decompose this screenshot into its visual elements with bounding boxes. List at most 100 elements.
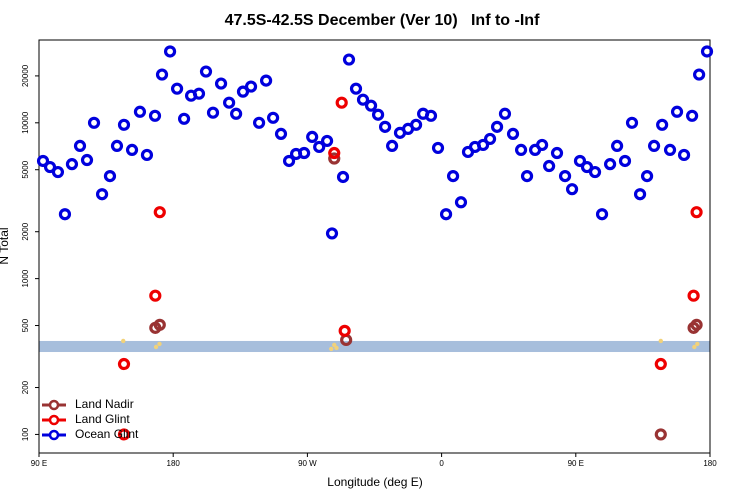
- x-tick-label: 180: [703, 459, 717, 468]
- point: [410, 118, 423, 131]
- point: [647, 139, 661, 152]
- point: [439, 208, 453, 221]
- y-tick-label: 200: [21, 380, 30, 394]
- point: [153, 318, 166, 331]
- point: [117, 118, 131, 131]
- legend-marker: [48, 414, 60, 426]
- point: [603, 158, 617, 171]
- point: [140, 148, 154, 162]
- point: [543, 159, 556, 173]
- small-point: [334, 345, 339, 351]
- point: [148, 109, 162, 122]
- x-tick-label: 90 E: [568, 459, 584, 468]
- point: [349, 82, 363, 95]
- point: [336, 170, 350, 184]
- point: [133, 105, 147, 118]
- point: [206, 106, 220, 119]
- point: [687, 289, 700, 302]
- point: [690, 206, 703, 219]
- point: [117, 357, 131, 371]
- point: [170, 82, 184, 95]
- point: [338, 324, 351, 337]
- point: [320, 134, 334, 148]
- point: [686, 109, 699, 122]
- point: [244, 80, 258, 93]
- point: [690, 318, 703, 331]
- point: [298, 146, 311, 160]
- y-tick-label: 1000: [21, 269, 30, 287]
- x-tick-label: 0: [439, 459, 444, 468]
- small-point: [692, 344, 697, 350]
- y-tick-label: 500: [21, 318, 30, 332]
- point: [230, 107, 243, 120]
- point: [611, 139, 624, 152]
- point: [454, 196, 468, 209]
- point: [252, 116, 266, 129]
- point: [677, 148, 691, 162]
- point: [259, 74, 273, 87]
- chart-title: 47.5S-42.5S December (Ver 10) Inf to -In…: [225, 12, 540, 29]
- point: [670, 105, 684, 118]
- point: [476, 138, 490, 152]
- point: [177, 112, 191, 125]
- small-point: [153, 344, 159, 350]
- point: [95, 188, 109, 201]
- small-point: [332, 342, 337, 348]
- small-point: [658, 338, 663, 344]
- point: [558, 169, 572, 183]
- point: [654, 357, 667, 371]
- point: [640, 169, 654, 183]
- point: [550, 146, 564, 160]
- point: [625, 116, 639, 129]
- x-tick-label: 90 W: [298, 459, 317, 468]
- point: [36, 154, 50, 168]
- point: [588, 165, 602, 179]
- point: [80, 153, 94, 167]
- point: [663, 143, 677, 157]
- legend-marker: [48, 429, 60, 441]
- point: [149, 289, 162, 302]
- point: [700, 45, 714, 58]
- point: [693, 68, 706, 81]
- point: [65, 158, 79, 171]
- point: [356, 93, 370, 106]
- point: [328, 152, 341, 165]
- plot-frame: [38, 39, 711, 454]
- point: [328, 146, 341, 160]
- point: [595, 208, 609, 221]
- point: [618, 154, 632, 168]
- legend-marker: [48, 399, 60, 411]
- legend-label: Ocean Glint: [75, 427, 139, 441]
- point: [325, 227, 339, 240]
- point: [335, 96, 348, 109]
- point: [431, 141, 445, 155]
- point: [199, 65, 213, 78]
- point: [153, 206, 166, 219]
- point: [342, 53, 356, 66]
- point: [506, 127, 520, 140]
- point: [313, 140, 326, 154]
- point: [580, 160, 594, 174]
- point: [385, 139, 399, 152]
- point: [223, 96, 236, 109]
- point: [306, 130, 319, 144]
- point: [573, 154, 587, 168]
- point: [267, 111, 280, 124]
- point: [340, 333, 353, 347]
- band: [39, 340, 710, 353]
- point: [378, 120, 392, 133]
- point: [520, 169, 534, 183]
- small-point: [157, 341, 162, 347]
- y-tick-label: 5000: [21, 160, 30, 178]
- point: [73, 139, 87, 152]
- point: [424, 109, 438, 122]
- y-tick-label: 100: [21, 427, 30, 441]
- small-point: [329, 346, 334, 352]
- point: [364, 99, 378, 112]
- y-tick-label: 10000: [21, 111, 30, 134]
- point: [656, 118, 669, 131]
- x-tick-label: 180: [167, 459, 181, 468]
- point: [51, 165, 65, 179]
- point: [103, 169, 117, 183]
